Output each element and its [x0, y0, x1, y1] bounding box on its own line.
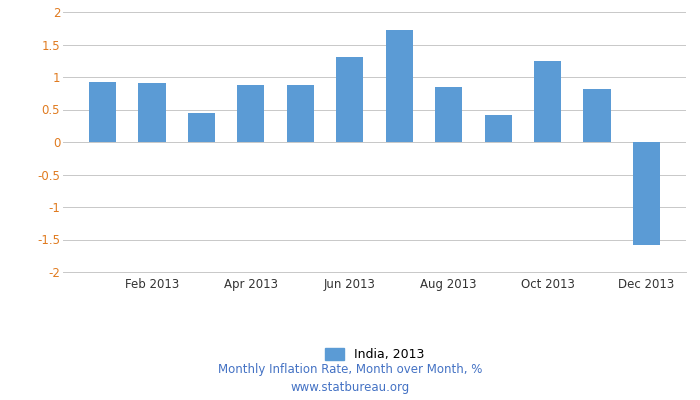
Text: www.statbureau.org: www.statbureau.org [290, 382, 410, 394]
Bar [435, 87, 462, 142]
Bar [139, 83, 166, 142]
Bar [188, 114, 215, 142]
Bar [89, 82, 116, 142]
Bar [386, 30, 413, 142]
Bar [484, 115, 512, 142]
Bar [534, 61, 561, 142]
Bar [287, 85, 314, 142]
Text: Monthly Inflation Rate, Month over Month, %: Monthly Inflation Rate, Month over Month… [218, 364, 482, 376]
Bar [583, 89, 610, 142]
Bar [237, 85, 265, 142]
Bar [336, 57, 363, 142]
Legend: India, 2013: India, 2013 [320, 343, 429, 366]
Bar [633, 142, 660, 245]
